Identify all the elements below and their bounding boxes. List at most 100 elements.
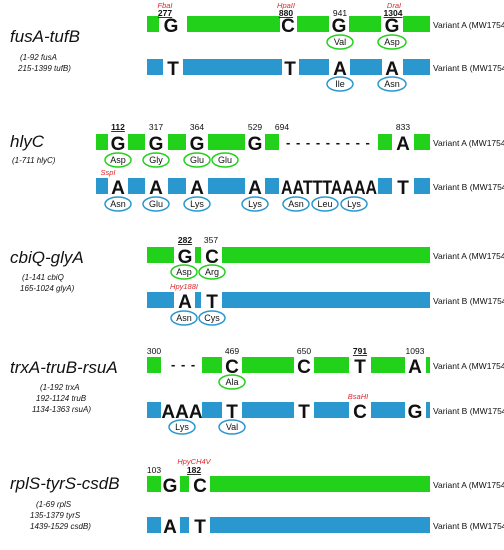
amino-acid-oval xyxy=(311,196,339,212)
variant-b-track: T T A A Ile Asn Variant B (MW175421) xyxy=(147,59,504,92)
variant-a-label: Variant A (MW175426) xyxy=(433,480,504,490)
position-label: 694 xyxy=(275,122,289,132)
amino-acid-oval xyxy=(198,310,226,326)
panel-rplS-tyrS-csdB: rplS-tyrS-csdB (1-69 rplS 135-1379 tyrS … xyxy=(10,457,504,538)
seq-block xyxy=(314,357,349,373)
seq-block xyxy=(168,134,186,150)
amino-acid-oval xyxy=(142,152,170,168)
amino-acid: Leu xyxy=(317,199,332,209)
seq-block xyxy=(349,16,381,32)
amino-acid: Lys xyxy=(347,199,361,209)
variant-b-label: Variant B (MW175429) xyxy=(433,406,504,416)
nucleotide: G xyxy=(163,476,178,497)
seq-block xyxy=(183,59,282,75)
position-label: 182 xyxy=(187,465,201,475)
position-label: 529 xyxy=(248,122,262,132)
gene-coords: (1-192 trxA xyxy=(40,383,80,392)
position-label: 282 xyxy=(178,235,192,245)
nucleotide: G xyxy=(164,16,179,37)
nucleotide: G xyxy=(190,134,205,155)
seq-block xyxy=(265,178,279,194)
seq-block xyxy=(314,402,349,418)
nucleotide: A xyxy=(396,134,410,155)
amino-acid-oval xyxy=(241,196,269,212)
variant-b-track: A T Variant B (MW175427) xyxy=(147,517,504,538)
nucleotide-insertion: AATTTAAAA xyxy=(281,178,377,199)
nucleotide-insertion: AAA xyxy=(161,402,202,423)
amino-acid: Arg xyxy=(205,267,219,277)
amino-acid: Ala xyxy=(225,377,238,387)
gene-coords: 215-1399 tufB) xyxy=(17,64,71,73)
gene-name: hlyC xyxy=(10,132,45,151)
amino-acid: Glu xyxy=(190,155,204,165)
variant-b-label: Variant B (MW175425) xyxy=(433,296,504,306)
amino-acid: Gly xyxy=(149,155,163,165)
variant-b-label: Variant B (MW175423) xyxy=(433,182,504,192)
amino-acid-oval xyxy=(104,152,132,168)
nucleotide: C xyxy=(193,476,207,497)
amino-acid-oval xyxy=(326,34,354,50)
amino-acid: Val xyxy=(226,422,238,432)
seq-block xyxy=(180,517,189,533)
nucleotide: A xyxy=(190,178,204,199)
nucleotide: T xyxy=(194,517,206,538)
nucleotide: G xyxy=(149,134,164,155)
restriction-enzyme: HpaII xyxy=(277,1,295,10)
seq-block xyxy=(96,178,108,194)
seq-block xyxy=(265,134,279,150)
amino-acid-oval xyxy=(377,34,407,50)
nucleotide: A xyxy=(408,357,422,378)
seq-block xyxy=(128,134,145,150)
nucleotide: G xyxy=(111,134,126,155)
seq-block xyxy=(414,134,430,150)
gene-name: rplS-tyrS-csdB xyxy=(10,474,120,493)
amino-acid: Asp xyxy=(384,37,400,47)
amino-acid: Asp xyxy=(176,267,192,277)
amino-acid-oval xyxy=(282,196,310,212)
seq-block xyxy=(168,178,186,194)
restriction-enzyme: HpyCH4V xyxy=(177,457,211,466)
seq-block xyxy=(147,247,174,263)
variant-a-label: Variant A (MW175424) xyxy=(433,251,504,261)
gene-coords: 192-1124 truB xyxy=(36,394,87,403)
amino-acid-oval xyxy=(142,196,170,212)
position-label: 941 xyxy=(333,8,347,18)
nucleotide: T xyxy=(354,357,366,378)
amino-acid-oval xyxy=(183,196,211,212)
seq-block xyxy=(208,178,245,194)
gene-name: fusA-tufB xyxy=(10,27,80,46)
amino-acid: Val xyxy=(334,37,346,47)
nucleotide: A xyxy=(385,59,399,80)
seq-block xyxy=(378,134,392,150)
seq-block xyxy=(147,402,161,418)
amino-acid-oval xyxy=(183,152,211,168)
seq-block xyxy=(371,402,405,418)
seq-block xyxy=(202,357,222,373)
amino-acid-oval xyxy=(218,374,246,390)
seq-block xyxy=(147,292,174,308)
seq-block xyxy=(414,178,430,194)
amino-acid: Lys xyxy=(175,422,189,432)
seq-block xyxy=(403,59,430,75)
nucleotide: C xyxy=(281,16,295,37)
gene-coords: 1134-1363 rsuA) xyxy=(32,405,91,414)
amino-acid-oval xyxy=(104,196,132,212)
gene-coords: (1-69 rplS xyxy=(36,500,72,509)
seq-block xyxy=(147,59,163,75)
amino-acid: Asn xyxy=(110,199,126,209)
amino-acid-oval xyxy=(377,76,407,92)
amino-acid-oval xyxy=(170,264,198,280)
amino-acid-oval xyxy=(198,264,226,280)
variant-a-track: G C 103 HpyCH4V 182 Variant A (MW175426) xyxy=(147,457,504,497)
nucleotide: C xyxy=(353,402,367,423)
position-label: 1093 xyxy=(406,346,425,356)
amino-acid: Glu xyxy=(218,155,232,165)
seq-block xyxy=(403,16,430,32)
seq-block xyxy=(426,357,430,373)
nucleotide: G xyxy=(248,134,263,155)
variant-a-label: Variant A (MW175428) xyxy=(433,361,504,371)
amino-acid: Glu xyxy=(149,199,163,209)
amino-acid: Asn xyxy=(288,199,304,209)
seq-block xyxy=(210,517,430,533)
position-label: 300 xyxy=(147,346,161,356)
